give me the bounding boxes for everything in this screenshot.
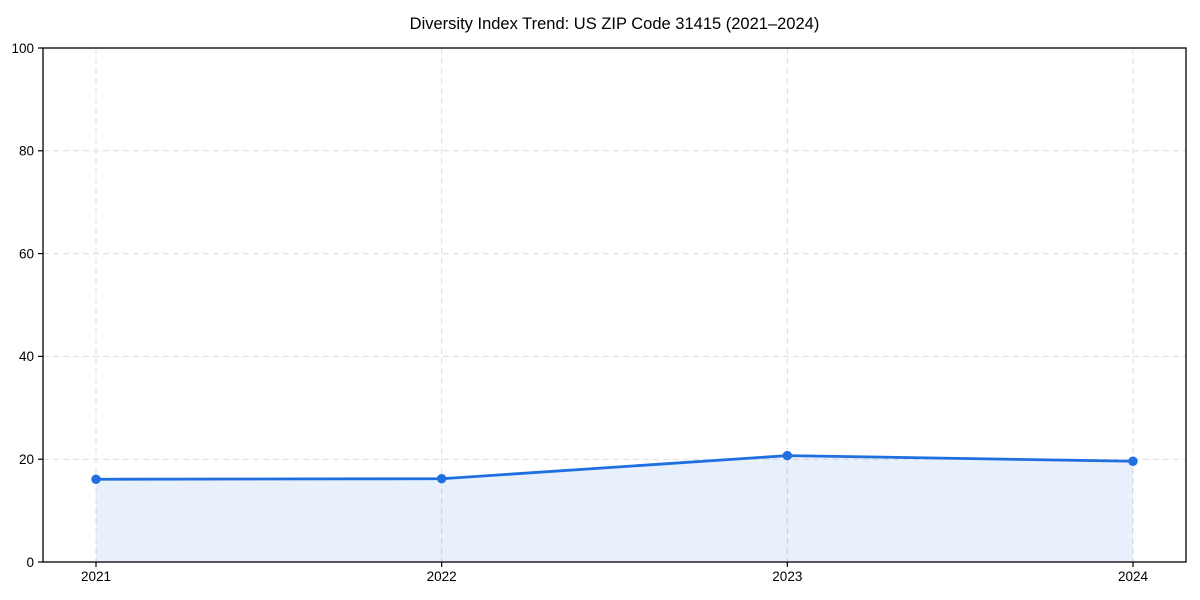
x-tick-label-2024: 2024 xyxy=(1118,569,1149,584)
area-fill xyxy=(96,455,1133,562)
y-tick-label-20: 20 xyxy=(19,452,34,467)
y-tick-label-40: 40 xyxy=(19,349,34,364)
data-point-2023 xyxy=(782,450,793,461)
x-tick-label-2023: 2023 xyxy=(772,569,802,584)
y-tick-label-0: 0 xyxy=(26,555,34,570)
trend-line xyxy=(94,454,1135,481)
chart-plot-area: 2021 2022 2023 2024 0 20 40 60 80 100 xyxy=(11,41,1187,584)
x-tick-label-2022: 2022 xyxy=(427,569,457,584)
y-tick-label-80: 80 xyxy=(19,144,34,159)
data-point-2022 xyxy=(436,474,447,484)
axes-frame xyxy=(42,47,1187,563)
y-tick-label-100: 100 xyxy=(11,41,34,56)
x-tick-label-2021: 2021 xyxy=(81,569,111,584)
data-point-2021 xyxy=(91,474,101,484)
y-tick-label-60: 60 xyxy=(19,246,34,261)
chart-title: Diversity Index Trend: US ZIP Code 31415… xyxy=(410,15,820,33)
data-point-2024 xyxy=(1128,456,1138,466)
